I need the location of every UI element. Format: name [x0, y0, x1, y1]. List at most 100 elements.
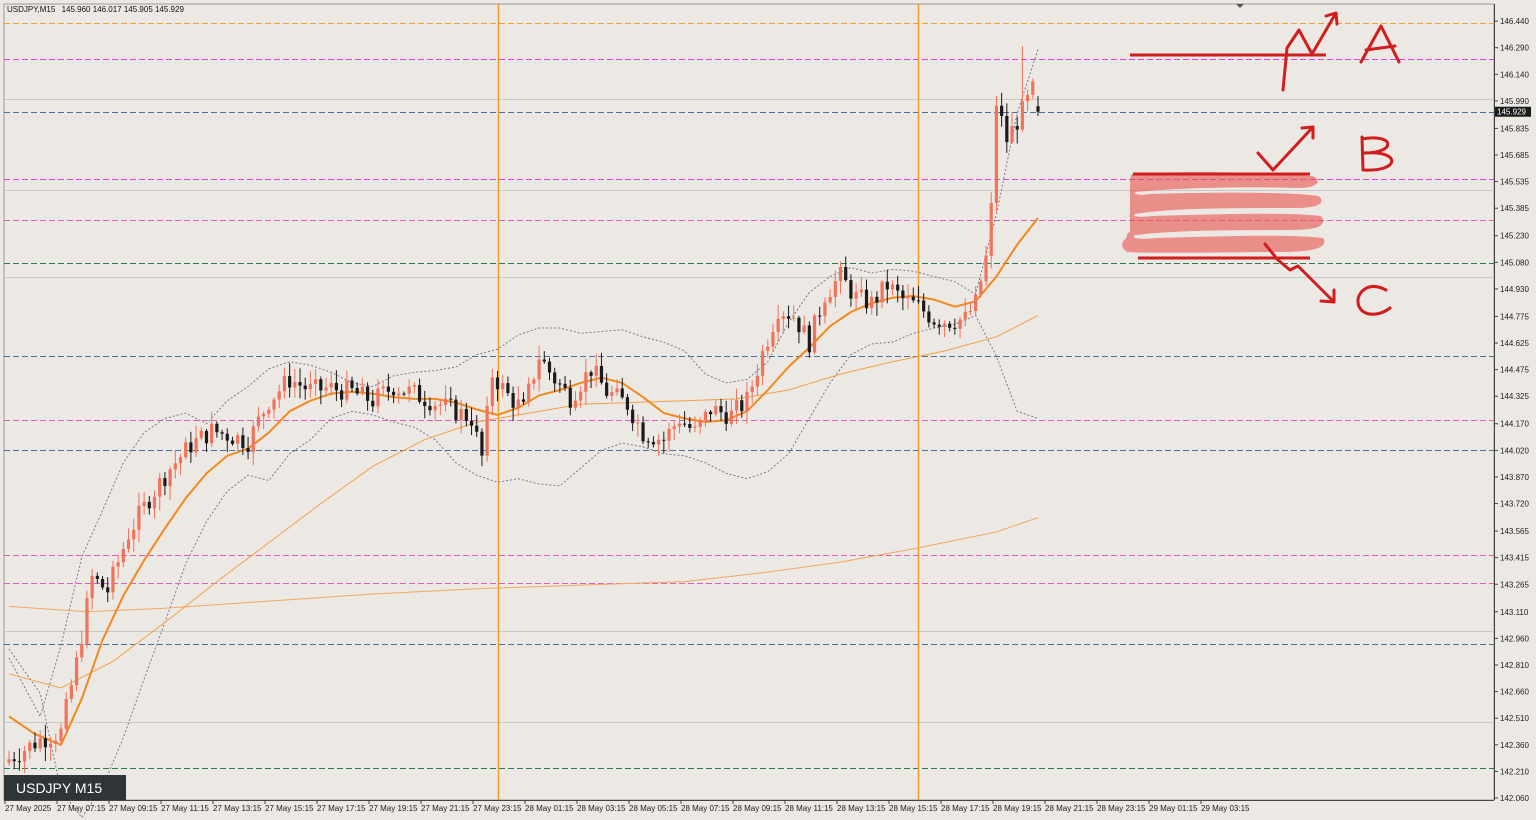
candle-body [854, 292, 858, 299]
candle [974, 286, 978, 316]
y-tick-label: 145.385 [1500, 204, 1529, 213]
letter-c [1356, 285, 1392, 316]
candle [662, 431, 666, 454]
candle-body [599, 365, 604, 383]
y-tick-label: 146.290 [1500, 44, 1529, 53]
candle-body [688, 423, 692, 428]
candle [911, 287, 915, 303]
candle-body [475, 425, 479, 432]
x-tick-label: 27 May 15:15 [265, 804, 314, 813]
price-tag-label: 145.929 [1497, 108, 1526, 117]
candle [85, 590, 89, 649]
y-tick-label: 142.210 [1500, 767, 1529, 776]
candle-body [714, 406, 718, 415]
candle-body [417, 385, 422, 402]
candle [584, 358, 588, 405]
shift-marker-icon[interactable] [1236, 4, 1244, 8]
candle [126, 528, 131, 553]
candle [43, 724, 47, 762]
x-tick-label: 27 May 21:15 [421, 804, 470, 813]
candle [22, 745, 27, 773]
candle [797, 315, 801, 344]
candle-body [766, 346, 770, 351]
candle [568, 379, 572, 416]
y-tick-label: 143.870 [1500, 473, 1529, 482]
x-tick-label: 29 May 01:15 [1149, 804, 1198, 813]
candle-body [345, 380, 349, 400]
candle [693, 416, 697, 433]
candle [38, 730, 42, 753]
candle-body [74, 657, 79, 686]
candle [916, 286, 921, 304]
scenario-a-arrow [1281, 11, 1339, 92]
x-tick-label: 28 May 19:15 [993, 804, 1042, 813]
candle-body [184, 442, 188, 458]
candle [95, 572, 99, 584]
candle [225, 428, 229, 453]
candle [766, 339, 770, 358]
candle [33, 732, 37, 753]
candle-body [449, 398, 453, 400]
candle-body [563, 383, 567, 388]
candle [948, 321, 952, 332]
candle [106, 577, 110, 603]
candle-body [80, 643, 84, 658]
candle-body [844, 266, 848, 281]
candle-body [121, 548, 125, 563]
candle [672, 421, 676, 441]
candle-body [147, 501, 151, 509]
candle-body [262, 413, 266, 417]
candle-body [646, 441, 650, 443]
session-lines [497, 4, 920, 800]
candle [968, 301, 973, 316]
x-tick-label: 27 May 19:15 [369, 804, 418, 813]
candle-body [916, 300, 921, 302]
letter-a [1359, 24, 1401, 64]
candle-body [516, 399, 520, 408]
candle-body [282, 376, 287, 392]
candle-body [376, 388, 380, 407]
candle [90, 569, 94, 610]
candle [100, 576, 105, 590]
candle-body [885, 281, 889, 290]
candle [464, 402, 468, 427]
candle-body [334, 382, 339, 391]
candle [688, 417, 692, 433]
symbol-label: USDJPY M15 [16, 780, 102, 796]
candle [625, 393, 630, 416]
candle-body [158, 478, 162, 497]
y-tick-label: 145.230 [1500, 232, 1529, 241]
candle [412, 381, 416, 394]
bollinger-bands [8, 49, 1039, 819]
candle [1036, 96, 1040, 116]
candle [210, 411, 214, 447]
candle [340, 383, 344, 408]
candle-body [896, 284, 900, 291]
candle [334, 370, 339, 402]
candle [501, 374, 505, 398]
candle [636, 414, 640, 437]
candle-body [864, 289, 869, 309]
candle-body [641, 422, 645, 442]
candle [750, 380, 754, 404]
x-tick-label: 27 May 23:15 [473, 804, 522, 813]
candle-body [126, 539, 131, 549]
candle [937, 319, 941, 335]
candle-body [568, 387, 572, 408]
candle [173, 450, 177, 479]
candle-body [371, 400, 375, 407]
candle-body [423, 401, 427, 406]
candle-body [506, 383, 510, 394]
candle [397, 386, 401, 404]
candle [542, 351, 546, 365]
candle [828, 289, 832, 305]
candle [838, 261, 843, 294]
candle-body [1005, 115, 1009, 143]
x-tick-label: 28 May 21:15 [1045, 804, 1094, 813]
candle-body [1020, 101, 1025, 130]
candle-body [298, 382, 302, 386]
candle [324, 377, 328, 398]
candle-body [495, 377, 500, 390]
ema-medium [8, 315, 1039, 689]
